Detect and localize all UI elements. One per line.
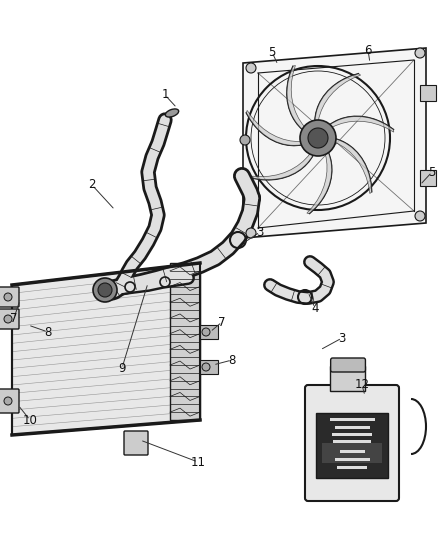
Polygon shape — [287, 66, 307, 132]
Circle shape — [246, 228, 256, 238]
FancyBboxPatch shape — [0, 389, 19, 413]
Circle shape — [415, 48, 425, 58]
Bar — [340, 450, 365, 453]
Bar — [330, 366, 365, 391]
Circle shape — [202, 363, 210, 371]
Circle shape — [98, 283, 112, 297]
FancyBboxPatch shape — [331, 358, 365, 372]
Bar — [330, 418, 375, 421]
Bar — [332, 433, 372, 436]
Polygon shape — [420, 85, 436, 101]
Text: 8: 8 — [44, 326, 52, 338]
Text: 10: 10 — [23, 414, 37, 426]
Bar — [322, 443, 382, 463]
Bar — [170, 263, 200, 420]
Bar — [337, 466, 367, 469]
Text: 6: 6 — [364, 44, 372, 56]
Text: 3: 3 — [338, 332, 346, 344]
Text: 5: 5 — [268, 45, 276, 59]
Polygon shape — [243, 48, 426, 238]
Polygon shape — [12, 263, 200, 435]
Bar — [333, 440, 371, 443]
Text: 5: 5 — [428, 166, 436, 179]
Text: 12: 12 — [354, 378, 370, 392]
Text: 7: 7 — [10, 311, 18, 325]
Polygon shape — [315, 74, 360, 124]
Polygon shape — [252, 151, 315, 180]
Circle shape — [4, 293, 12, 301]
Bar — [200, 360, 218, 374]
Text: 3: 3 — [256, 225, 264, 238]
Polygon shape — [246, 110, 305, 146]
Ellipse shape — [165, 109, 179, 117]
Circle shape — [308, 128, 328, 148]
Circle shape — [415, 211, 425, 221]
FancyBboxPatch shape — [305, 385, 399, 501]
Circle shape — [93, 278, 117, 302]
Text: 9: 9 — [118, 361, 126, 375]
FancyBboxPatch shape — [0, 287, 19, 307]
Text: 4: 4 — [311, 302, 319, 314]
Circle shape — [240, 135, 250, 145]
Text: 7: 7 — [218, 316, 226, 328]
Polygon shape — [420, 170, 436, 186]
Bar — [335, 458, 370, 461]
FancyBboxPatch shape — [0, 309, 19, 329]
Polygon shape — [327, 116, 394, 132]
Text: 11: 11 — [191, 456, 205, 469]
FancyBboxPatch shape — [124, 431, 148, 455]
Text: 8: 8 — [228, 353, 236, 367]
Text: 2: 2 — [88, 179, 96, 191]
Circle shape — [300, 120, 336, 156]
Polygon shape — [307, 149, 332, 214]
Circle shape — [4, 315, 12, 323]
Circle shape — [4, 397, 12, 405]
Circle shape — [246, 63, 256, 73]
Polygon shape — [332, 138, 372, 193]
Bar — [335, 426, 370, 429]
Bar — [200, 325, 218, 339]
Circle shape — [202, 328, 210, 336]
Bar — [316, 413, 388, 478]
Text: 1: 1 — [161, 88, 169, 101]
